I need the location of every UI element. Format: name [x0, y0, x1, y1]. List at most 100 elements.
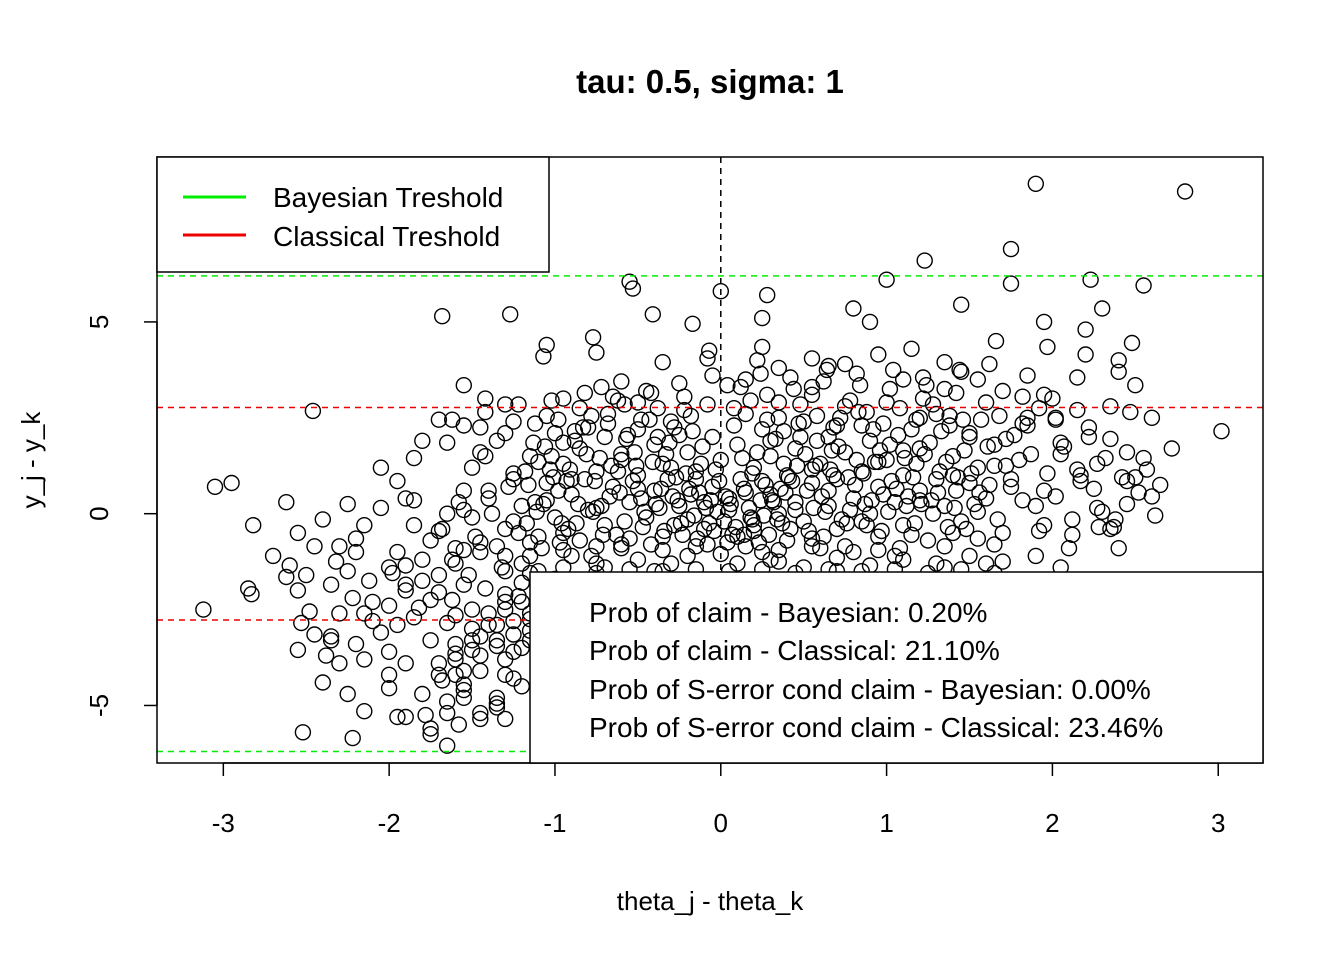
data-point — [896, 449, 913, 467]
data-point — [463, 601, 481, 618]
data-point — [488, 432, 506, 449]
data-point — [314, 511, 331, 528]
data-point — [628, 457, 645, 474]
data-point — [578, 446, 595, 463]
data-point — [963, 465, 980, 482]
data-point — [656, 522, 673, 540]
data-point — [770, 394, 787, 411]
data-point — [828, 520, 846, 538]
data-point — [1019, 409, 1036, 426]
data-point — [903, 340, 920, 357]
data-point — [694, 438, 711, 455]
data-point — [845, 300, 862, 317]
data-point — [414, 572, 431, 589]
data-point — [278, 568, 295, 586]
data-point — [752, 492, 769, 509]
data-point — [997, 457, 1015, 474]
data-point — [447, 635, 464, 653]
data-point — [570, 495, 587, 513]
data-point — [405, 609, 423, 626]
data-point — [1113, 469, 1131, 486]
data-point — [560, 520, 577, 538]
data-point — [735, 480, 753, 497]
data-point — [836, 398, 854, 415]
data-point — [389, 543, 406, 561]
data-point — [455, 377, 472, 394]
data-point — [1130, 484, 1147, 501]
data-point — [576, 471, 593, 488]
data-point — [477, 580, 494, 597]
data-point — [347, 635, 365, 653]
data-point — [422, 532, 439, 549]
data-point — [488, 695, 506, 712]
data-point — [500, 478, 517, 495]
x-tick-label: -3 — [212, 808, 235, 838]
data-point — [553, 515, 570, 532]
data-point — [455, 662, 472, 680]
data-point — [289, 582, 307, 599]
data-point — [301, 603, 318, 620]
data-point — [808, 432, 826, 449]
data-point — [463, 509, 481, 526]
data-point — [455, 541, 472, 559]
data-point — [364, 612, 381, 630]
data-point — [460, 566, 477, 584]
x-tick-label: 2 — [1045, 808, 1059, 838]
data-point — [961, 425, 978, 442]
data-point — [861, 505, 879, 522]
data-point — [543, 392, 560, 409]
data-point — [294, 724, 312, 741]
data-point — [439, 704, 456, 722]
data-point — [430, 666, 448, 683]
data-point — [536, 438, 554, 455]
data-point — [450, 494, 467, 511]
data-point — [520, 476, 537, 494]
data-point — [472, 647, 489, 664]
data-point — [732, 378, 749, 396]
data-point — [903, 526, 920, 543]
data-point — [1163, 440, 1181, 457]
annotation-line-1: Prob of claim - Bayesian: 0.20% — [589, 597, 987, 628]
data-point — [1102, 520, 1119, 538]
data-point — [389, 472, 406, 490]
data-point — [1143, 409, 1161, 426]
data-point — [795, 513, 812, 530]
data-point — [1135, 449, 1152, 467]
data-point — [223, 474, 240, 492]
data-point — [505, 670, 522, 687]
data-point — [798, 482, 816, 499]
data-point — [447, 607, 464, 624]
data-point — [782, 520, 799, 538]
data-point — [754, 472, 771, 490]
chart-title: tau: 0.5, sigma: 1 — [576, 63, 844, 100]
data-point — [1069, 461, 1086, 478]
data-point — [593, 378, 610, 396]
data-point — [672, 515, 690, 532]
data-point — [936, 354, 953, 371]
data-point — [289, 524, 307, 542]
data-point — [439, 693, 456, 710]
data-point — [526, 494, 544, 511]
data-point — [682, 407, 700, 425]
data-point — [719, 534, 736, 551]
data-point — [586, 472, 603, 490]
data-point — [422, 720, 439, 737]
data-point — [846, 476, 864, 494]
data-point — [817, 503, 834, 520]
data-point — [654, 455, 671, 472]
data-point — [455, 689, 472, 706]
data-point — [480, 605, 497, 622]
data-point — [613, 451, 630, 469]
data-point — [904, 469, 922, 486]
data-point — [1069, 401, 1086, 419]
data-point — [704, 367, 721, 384]
data-point — [918, 377, 935, 394]
data-point — [1122, 403, 1139, 421]
data-point — [447, 651, 464, 668]
data-point — [644, 453, 661, 471]
data-point — [865, 421, 882, 438]
data-point — [908, 411, 925, 428]
data-point — [836, 538, 854, 555]
data-point — [1047, 488, 1064, 505]
data-point — [710, 472, 728, 490]
